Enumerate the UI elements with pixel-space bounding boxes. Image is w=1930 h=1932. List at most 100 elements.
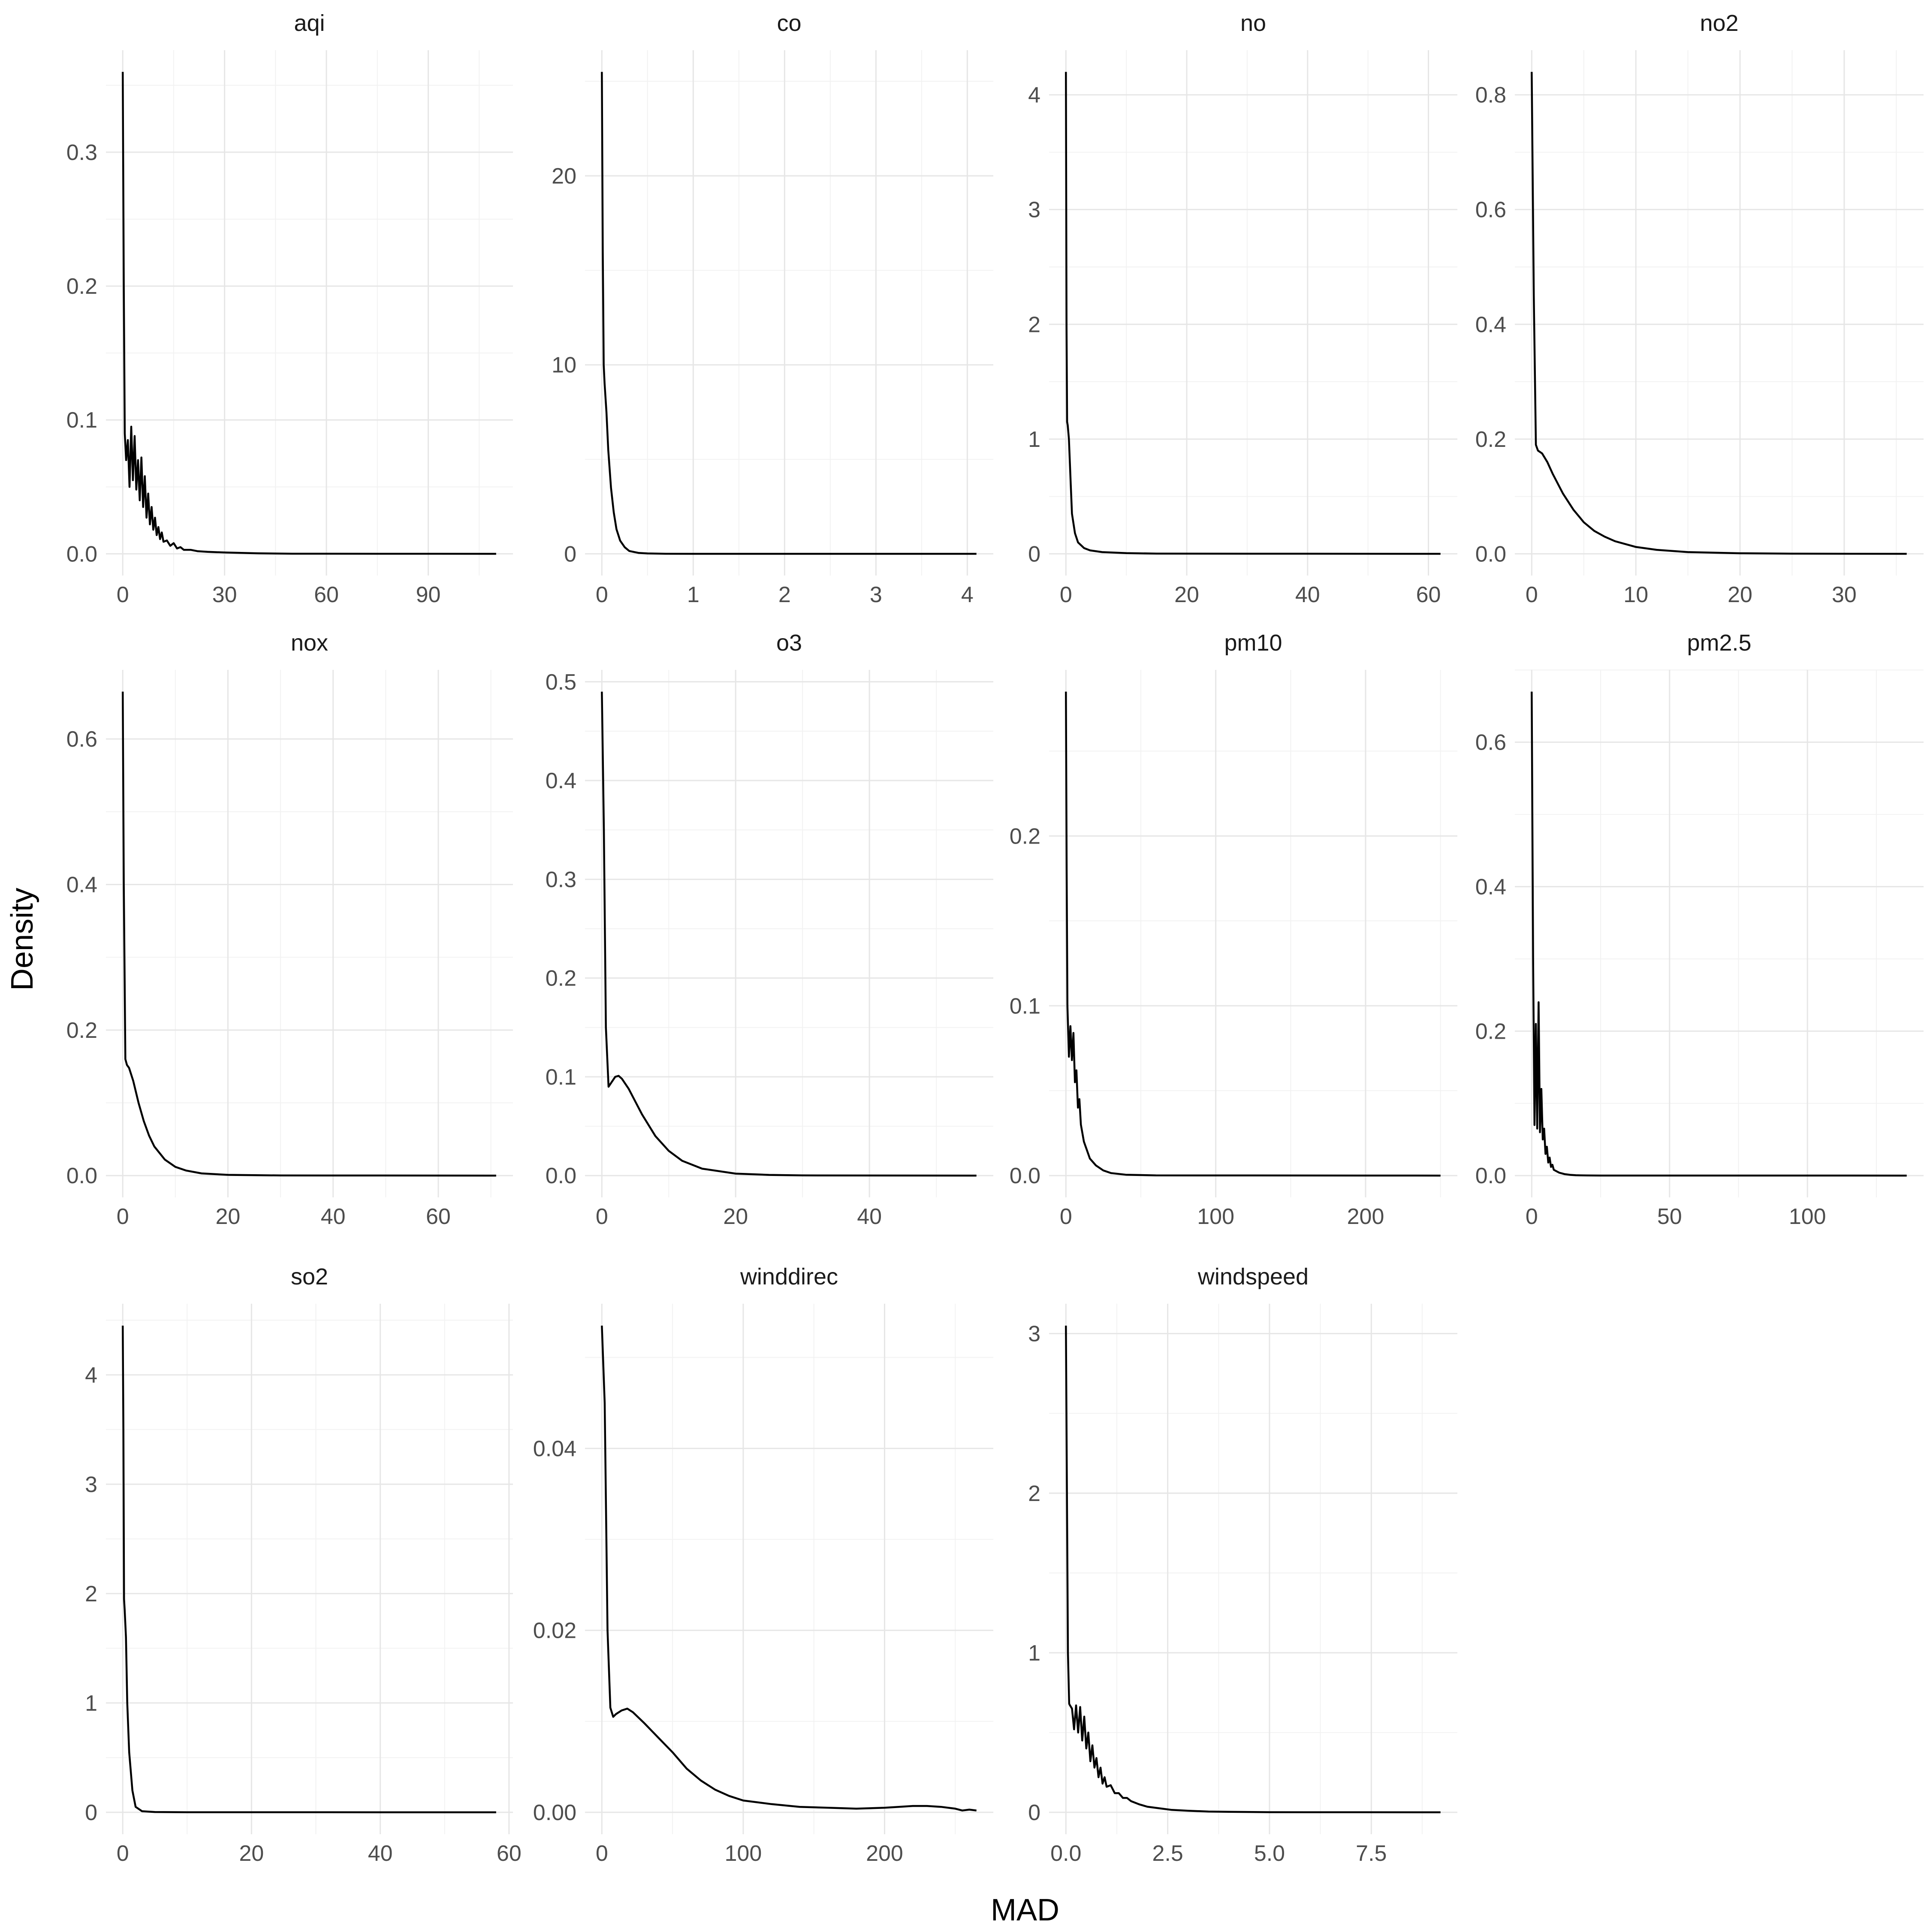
y-tick-label: 0.1 — [546, 1065, 576, 1090]
x-tick-label: 50 — [1657, 1204, 1682, 1229]
x-tick-label: 40 — [1295, 582, 1320, 607]
facet-label-no2: no2 — [1700, 10, 1738, 36]
facet-label-winddirec: winddirec — [740, 1264, 838, 1290]
density-curve-so2 — [121, 1326, 496, 1814]
y-tick-label: 0.2 — [546, 966, 576, 991]
x-tick-label: 0 — [1526, 582, 1538, 607]
panel-windspeed: 0.0 2.5 5.0 7.5 0 1 2 3 windspeed — [1028, 1264, 1457, 1866]
x-tick-label: 0 — [1060, 1204, 1072, 1229]
x-tick-label: 20 — [239, 1841, 264, 1866]
y-tick-label: 0.0 — [1010, 1163, 1040, 1188]
x-tick-label: 1 — [687, 582, 700, 607]
y-tick-label: 1 — [1028, 1641, 1040, 1666]
x-tick-label: 60 — [314, 582, 339, 607]
y-tick-label: 0.4 — [66, 872, 97, 897]
y-tick-label: 0.2 — [66, 274, 97, 299]
y-tick-label: 0.2 — [1475, 1019, 1506, 1044]
facet-label-so2: so2 — [291, 1264, 328, 1290]
x-axis-title: MAD — [991, 1893, 1059, 1927]
y-tick-label: 2 — [1028, 1481, 1040, 1506]
y-tick-label: 0.3 — [66, 140, 97, 165]
facet-label-o3: o3 — [776, 630, 802, 656]
y-tick-label: 0.6 — [66, 727, 97, 752]
y-tick-label: 0.0 — [66, 542, 97, 567]
x-tick-label: 0 — [1060, 582, 1072, 607]
x-tick-label: 90 — [416, 582, 441, 607]
y-tick-label: 0.1 — [1010, 994, 1040, 1019]
x-tick-label: 100 — [725, 1841, 762, 1866]
x-tick-label: 30 — [1832, 582, 1857, 607]
density-curve-co — [601, 72, 977, 555]
y-tick-label: 0.0 — [1475, 1163, 1506, 1188]
panel-pm2-5: 0 50 100 0.0 0.2 0.4 0.6 pm2.5 — [1475, 630, 1924, 1229]
y-tick-label: 0.1 — [66, 408, 97, 433]
y-tick-label: 0.3 — [546, 867, 576, 892]
density-curve-aqi — [121, 72, 496, 555]
y-tick-label: 3 — [1028, 198, 1040, 223]
y-tick-label: 0.2 — [1010, 824, 1040, 849]
y-tick-label: 4 — [1028, 83, 1040, 108]
y-tick-label: 0.02 — [533, 1619, 576, 1643]
panel-o3: 0 20 40 0.0 0.1 0.2 0.3 0.4 0.5 o3 — [546, 630, 993, 1229]
y-tick-label: 20 — [552, 164, 576, 189]
y-tick-label: 0.4 — [546, 769, 576, 793]
x-tick-label: 60 — [426, 1204, 451, 1229]
facet-label-nox: nox — [291, 630, 328, 656]
x-tick-label: 20 — [216, 1204, 241, 1229]
y-axis-title: Density — [5, 888, 39, 991]
x-tick-label: 200 — [866, 1841, 903, 1866]
panel-winddirec: 0 100 200 0.00 0.02 0.04 winddirec — [533, 1264, 993, 1866]
x-tick-label: 4 — [961, 582, 974, 607]
x-tick-label: 0 — [117, 1204, 129, 1229]
y-tick-label: 2 — [1028, 312, 1040, 337]
y-tick-label: 3 — [1028, 1322, 1040, 1347]
x-tick-label: 5.0 — [1254, 1841, 1285, 1866]
facet-label-windspeed: windspeed — [1197, 1264, 1309, 1290]
x-tick-label: 0 — [1526, 1204, 1538, 1229]
facet-label-co: co — [777, 10, 801, 36]
panel-nox: 0 20 40 60 0.0 0.2 0.4 0.6 nox — [66, 630, 513, 1229]
y-tick-label: 0 — [564, 542, 576, 567]
panel-aqi: 0 30 60 90 0.0 0.1 0.2 0.3 aqi — [66, 10, 513, 607]
x-tick-label: 20 — [1728, 582, 1752, 607]
x-tick-label: 100 — [1789, 1204, 1826, 1229]
y-tick-label: 3 — [85, 1472, 97, 1497]
y-tick-label: 0.0 — [66, 1163, 97, 1188]
y-tick-label: 0.8 — [1475, 83, 1506, 108]
x-tick-label: 20 — [723, 1204, 748, 1229]
density-curve-pm10 — [1065, 691, 1441, 1177]
y-tick-label: 0.4 — [1475, 312, 1506, 337]
density-curve-no — [1065, 72, 1441, 555]
x-tick-label: 40 — [321, 1204, 346, 1229]
x-tick-label: 3 — [870, 582, 882, 607]
x-tick-label: 0 — [117, 1841, 129, 1866]
y-tick-label: 0.04 — [533, 1436, 576, 1461]
x-tick-label: 20 — [1174, 582, 1199, 607]
y-tick-label: 0.0 — [1475, 542, 1506, 567]
y-tick-label: 0 — [1028, 542, 1040, 567]
x-tick-label: 60 — [1416, 582, 1441, 607]
panel-no: 0 20 40 60 0 1 2 3 4 no — [1028, 10, 1457, 607]
density-curve-winddirec — [601, 1326, 977, 1811]
y-tick-label: 0.4 — [1475, 875, 1506, 900]
x-tick-label: 60 — [497, 1841, 522, 1866]
density-curve-windspeed — [1065, 1326, 1441, 1814]
facet-label-no: no — [1240, 10, 1266, 36]
x-tick-label: 100 — [1197, 1204, 1234, 1229]
x-tick-label: 2 — [778, 582, 791, 607]
y-tick-label: 0 — [85, 1800, 97, 1825]
x-tick-label: 40 — [857, 1204, 882, 1229]
panel-co: 0 1 2 3 4 0 10 20 co — [552, 10, 993, 607]
facet-label-pm10: pm10 — [1224, 630, 1282, 656]
density-curve-no2 — [1531, 72, 1907, 555]
panel-pm10: 0 100 200 0.0 0.1 0.2 pm10 — [1010, 630, 1457, 1229]
density-curve-o3 — [601, 691, 977, 1177]
y-tick-label: 1 — [1028, 427, 1040, 452]
x-tick-label: 10 — [1623, 582, 1648, 607]
facet-label-aqi: aqi — [294, 10, 325, 36]
x-tick-label: 2.5 — [1152, 1841, 1183, 1866]
y-tick-label: 0.00 — [533, 1800, 576, 1825]
y-tick-label: 1 — [85, 1691, 97, 1716]
